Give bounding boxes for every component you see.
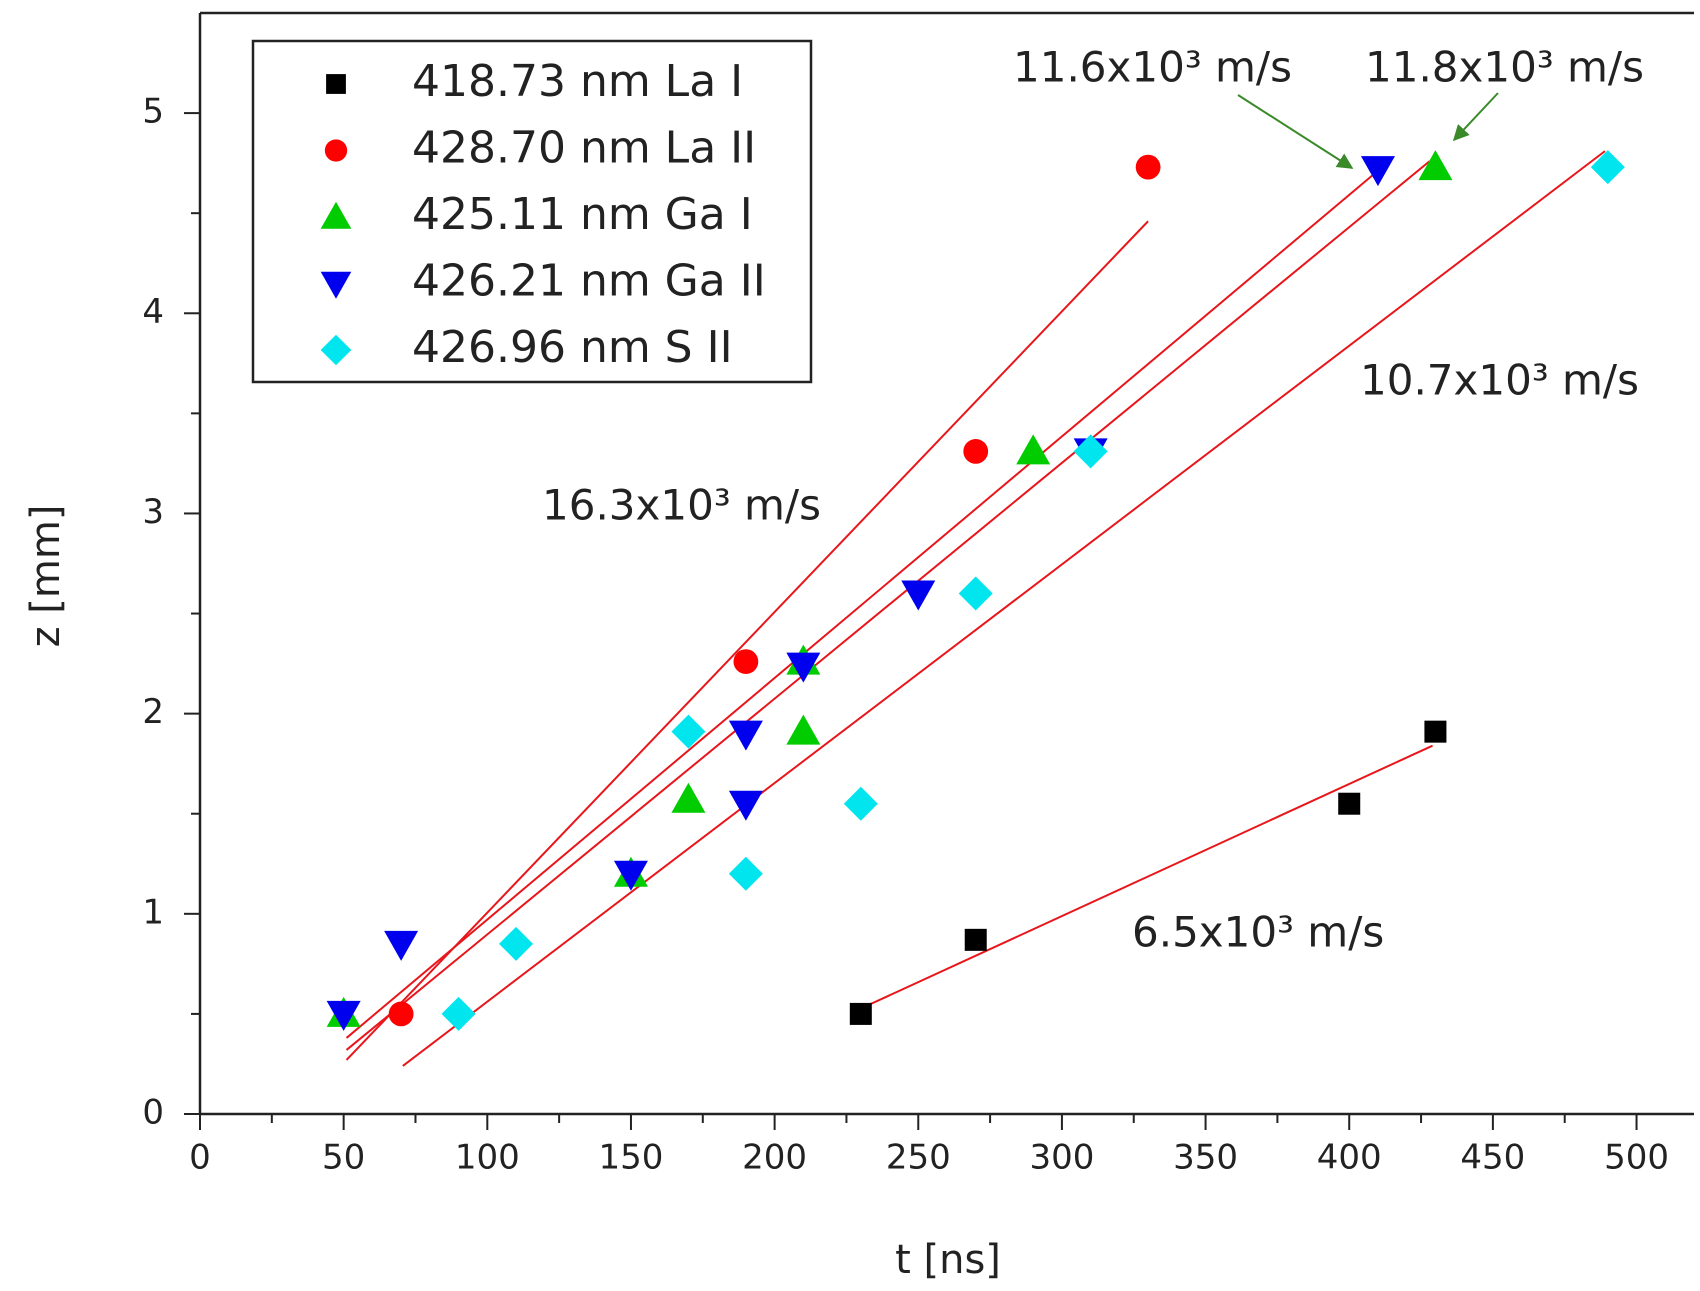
- point: [849, 1002, 872, 1025]
- fit-label: 10.7x10³ m/s: [1360, 356, 1639, 405]
- fit-label: 11.6x10³ m/s: [1013, 43, 1292, 92]
- y-tick-label: 2: [142, 692, 164, 732]
- point: [786, 714, 821, 745]
- legend-label: 425.11 nm Ga I: [412, 189, 753, 240]
- point: [388, 1001, 414, 1027]
- legend-box: [251, 39, 813, 384]
- x-tick-label: 200: [742, 1138, 807, 1178]
- x-tick-label: 500: [1604, 1138, 1669, 1178]
- legend-label: 428.70 nm La II: [412, 123, 756, 174]
- annotation-arrow: [1452, 92, 1499, 142]
- legend-label: 426.21 nm Ga II: [412, 256, 766, 307]
- point: [384, 930, 419, 961]
- point: [441, 996, 476, 1031]
- point: [1424, 720, 1447, 743]
- y-tick-label: 0: [142, 1093, 164, 1133]
- x-tick-label: 150: [599, 1138, 664, 1178]
- x-tick-label: 400: [1317, 1138, 1382, 1178]
- point: [613, 860, 648, 891]
- point: [1016, 434, 1051, 465]
- point: [964, 928, 987, 951]
- legend-label: 418.73 nm La I: [412, 56, 743, 107]
- x-tick-label: 100: [455, 1138, 520, 1178]
- fit-line: [345, 172, 1376, 1039]
- fit-line: [345, 220, 1149, 1061]
- x-tick-label: 50: [322, 1138, 365, 1178]
- y-tick-label: 1: [142, 892, 164, 932]
- x-tick-label: 450: [1460, 1138, 1525, 1178]
- point: [499, 926, 534, 961]
- point: [901, 580, 936, 611]
- point: [963, 438, 989, 464]
- point: [1590, 150, 1625, 185]
- fit-line: [402, 150, 1606, 1067]
- point: [786, 652, 821, 683]
- point: [958, 576, 993, 611]
- legend-marker: [324, 139, 348, 162]
- point: [1338, 792, 1361, 815]
- annotation-arrow: [1237, 94, 1354, 169]
- point: [733, 649, 759, 674]
- y-tick-label: 4: [142, 292, 164, 332]
- legend-marker: [326, 74, 346, 94]
- legend-marker: [320, 201, 352, 229]
- fit-line: [345, 160, 1431, 1051]
- legend-label: 426.96 nm S II: [412, 322, 733, 373]
- y-axis-label: z [mm]: [23, 505, 69, 648]
- point: [1135, 154, 1161, 180]
- point: [671, 714, 706, 749]
- x-tick-label: 0: [189, 1138, 211, 1178]
- x-tick-label: 300: [1029, 1138, 1094, 1178]
- point: [728, 720, 763, 751]
- point: [326, 1000, 361, 1031]
- y-tick-label: 3: [142, 492, 164, 532]
- point: [728, 790, 763, 821]
- legend-marker: [320, 334, 352, 366]
- x-tick-label: 250: [886, 1138, 951, 1178]
- point: [728, 856, 763, 891]
- y-tick-label: 5: [142, 92, 164, 132]
- point: [843, 786, 878, 821]
- fit-line: [866, 744, 1433, 1007]
- fit-label: 6.5x10³ m/s: [1132, 908, 1384, 957]
- point: [1073, 434, 1108, 469]
- point: [671, 782, 706, 813]
- x-tick-label: 350: [1173, 1138, 1238, 1178]
- legend-marker: [320, 271, 352, 299]
- fit-label: 11.8x10³ m/s: [1365, 43, 1644, 92]
- point: [1360, 156, 1395, 187]
- point: [1418, 150, 1453, 181]
- fit-label: 16.3x10³ m/s: [542, 481, 821, 530]
- x-axis-label: t [ns]: [895, 1237, 1001, 1283]
